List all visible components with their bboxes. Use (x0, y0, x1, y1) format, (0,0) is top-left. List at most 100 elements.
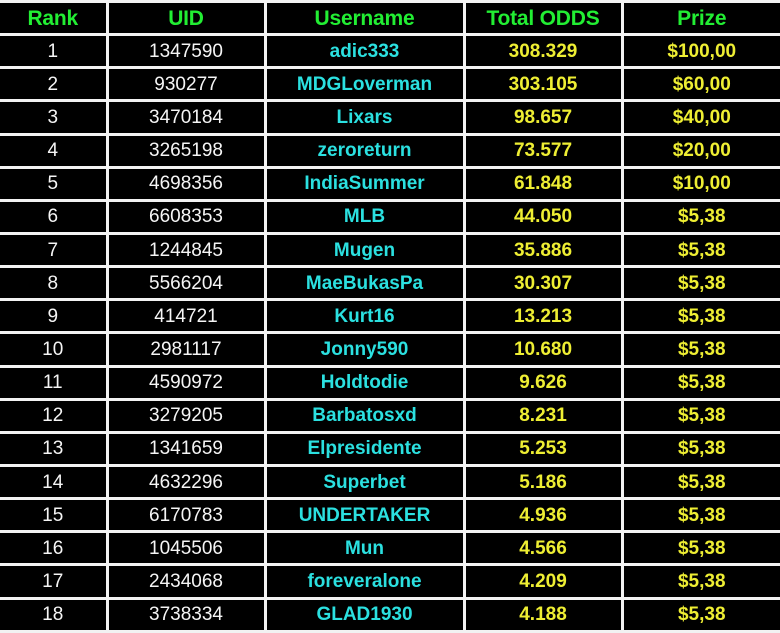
cell-rank: 3 (0, 100, 109, 136)
table-row[interactable]: 13 1341659 Elpresidente 5.253 $5,38 (0, 432, 780, 467)
cell-prize: $20,00 (622, 134, 780, 169)
cell-username[interactable]: IndiaSummer (265, 167, 466, 202)
cell-username[interactable]: Holdtodie (265, 366, 466, 401)
table-row[interactable]: 16 1045506 Mun 4.566 $5,38 (0, 531, 780, 567)
column-header-total-odds[interactable]: Total ODDS (464, 0, 624, 37)
cell-rank: 1 (0, 34, 109, 70)
cell-rank: 15 (0, 498, 109, 534)
table-row[interactable]: 5 4698356 IndiaSummer 61.848 $10,00 (0, 167, 780, 202)
table-row[interactable]: 14 4632296 Superbet 5.186 $5,38 (0, 465, 780, 501)
cell-prize: $5,38 (622, 564, 780, 600)
cell-username[interactable]: Elpresidente (265, 432, 466, 467)
cell-uid: 6170783 (107, 498, 267, 534)
table-row[interactable]: 2 930277 MDGLoverman 303.105 $60,00 (0, 67, 780, 103)
cell-prize: $5,38 (622, 498, 780, 534)
table-row[interactable]: 3 3470184 Lixars 98.657 $40,00 (0, 100, 780, 136)
table-row[interactable]: 15 6170783 UNDERTAKER 4.936 $5,38 (0, 498, 780, 534)
cell-prize: $5,38 (622, 432, 780, 467)
cell-total-odds: 44.050 (464, 200, 624, 235)
table-row[interactable]: 12 3279205 Barbatosxd 8.231 $5,38 (0, 399, 780, 434)
cell-username[interactable]: Superbet (265, 465, 466, 501)
cell-uid: 930277 (107, 67, 267, 103)
cell-total-odds: 35.886 (464, 233, 624, 269)
cell-rank: 16 (0, 531, 109, 567)
cell-username[interactable]: adic333 (265, 34, 466, 70)
cell-prize: $5,38 (622, 299, 780, 335)
cell-prize: $40,00 (622, 100, 780, 136)
cell-username[interactable]: MaeBukasPa (265, 266, 466, 302)
cell-total-odds: 61.848 (464, 167, 624, 202)
cell-rank: 10 (0, 332, 109, 368)
cell-username[interactable]: Kurt16 (265, 299, 466, 335)
cell-total-odds: 98.657 (464, 100, 624, 136)
cell-uid: 4590972 (107, 366, 267, 401)
cell-username[interactable]: foreveralone (265, 564, 466, 600)
cell-total-odds: 4.188 (464, 598, 624, 633)
table-row[interactable]: 8 5566204 MaeBukasPa 30.307 $5,38 (0, 266, 780, 302)
table-body: 1 1347590 adic333 308.329 $100,00 2 930277 MDGL… (0, 34, 780, 633)
table-row[interactable]: 1 1347590 adic333 308.329 $100,00 (0, 34, 780, 70)
cell-total-odds: 73.577 (464, 134, 624, 169)
cell-prize: $5,38 (622, 332, 780, 368)
cell-total-odds: 8.231 (464, 399, 624, 434)
table-row[interactable]: 11 4590972 Holdtodie 9.626 $5,38 (0, 366, 780, 401)
cell-uid: 4698356 (107, 167, 267, 202)
cell-total-odds: 4.566 (464, 531, 624, 567)
table-row[interactable]: 18 3738334 GLAD1930 4.188 $5,38 (0, 598, 780, 633)
table-header: Rank UID Username Total ODDS Prize (0, 0, 780, 37)
cell-uid: 3470184 (107, 100, 267, 136)
cell-total-odds: 308.329 (464, 34, 624, 70)
column-header-rank[interactable]: Rank (0, 0, 109, 37)
cell-username[interactable]: Mun (265, 531, 466, 567)
cell-username[interactable]: zeroreturn (265, 134, 466, 169)
cell-username[interactable]: Barbatosxd (265, 399, 466, 434)
cell-uid: 3265198 (107, 134, 267, 169)
cell-prize: $60,00 (622, 67, 780, 103)
cell-rank: 6 (0, 200, 109, 235)
column-header-prize[interactable]: Prize (622, 0, 780, 37)
cell-username[interactable]: Lixars (265, 100, 466, 136)
cell-uid: 5566204 (107, 266, 267, 302)
cell-prize: $5,38 (622, 200, 780, 235)
cell-rank: 4 (0, 134, 109, 169)
cell-total-odds: 13.213 (464, 299, 624, 335)
cell-prize: $5,38 (622, 598, 780, 633)
cell-username[interactable]: MDGLoverman (265, 67, 466, 103)
cell-uid: 1244845 (107, 233, 267, 269)
cell-prize: $100,00 (622, 34, 780, 70)
cell-rank: 5 (0, 167, 109, 202)
cell-rank: 8 (0, 266, 109, 302)
cell-total-odds: 5.186 (464, 465, 624, 501)
cell-username[interactable]: UNDERTAKER (265, 498, 466, 534)
cell-rank: 17 (0, 564, 109, 600)
cell-username[interactable]: Mugen (265, 233, 466, 269)
table-row[interactable]: 17 2434068 foreveralone 4.209 $5,38 (0, 564, 780, 600)
table-row[interactable]: 7 1244845 Mugen 35.886 $5,38 (0, 233, 780, 269)
cell-prize: $5,38 (622, 233, 780, 269)
column-header-username[interactable]: Username (265, 0, 466, 37)
table-row[interactable]: 10 2981117 Jonny590 10.680 $5,38 (0, 332, 780, 368)
cell-rank: 11 (0, 366, 109, 401)
cell-username[interactable]: MLB (265, 200, 466, 235)
cell-rank: 12 (0, 399, 109, 434)
table-row[interactable]: 6 6608353 MLB 44.050 $5,38 (0, 200, 780, 235)
cell-rank: 13 (0, 432, 109, 467)
cell-username[interactable]: Jonny590 (265, 332, 466, 368)
cell-uid: 414721 (107, 299, 267, 335)
cell-rank: 18 (0, 598, 109, 633)
cell-total-odds: 4.209 (464, 564, 624, 600)
column-header-uid[interactable]: UID (107, 0, 267, 37)
cell-rank: 2 (0, 67, 109, 103)
cell-total-odds: 30.307 (464, 266, 624, 302)
cell-total-odds: 9.626 (464, 366, 624, 401)
cell-uid: 2981117 (107, 332, 267, 368)
table-row[interactable]: 9 414721 Kurt16 13.213 $5,38 (0, 299, 780, 335)
cell-prize: $5,38 (622, 465, 780, 501)
cell-username[interactable]: GLAD1930 (265, 598, 466, 633)
cell-total-odds: 10.680 (464, 332, 624, 368)
cell-uid: 6608353 (107, 200, 267, 235)
cell-prize: $5,38 (622, 266, 780, 302)
cell-uid: 4632296 (107, 465, 267, 501)
table-row[interactable]: 4 3265198 zeroreturn 73.577 $20,00 (0, 134, 780, 169)
cell-prize: $10,00 (622, 167, 780, 202)
